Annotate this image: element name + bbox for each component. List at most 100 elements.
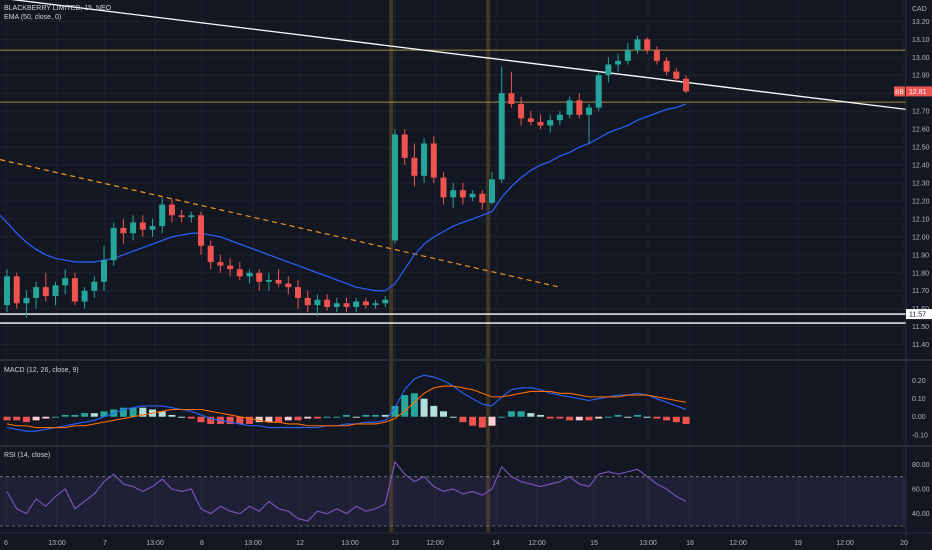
candle-body	[547, 120, 554, 126]
candle-body	[683, 78, 689, 92]
price-tick-label: 12.50	[912, 145, 930, 152]
price-tick-label: 12.70	[912, 109, 930, 116]
macd-histogram-bar	[294, 416, 302, 421]
candle-body	[314, 299, 321, 306]
macd-line	[6, 374, 687, 432]
price-tick-label: 12.60	[912, 127, 930, 134]
macd-histogram-bar	[537, 414, 544, 417]
macd-histogram-bar	[527, 413, 535, 417]
chart-legend[interactable]: BLACKBERRY LIMITED, 15, NEO EMA (50, clo…	[4, 4, 111, 22]
horizontal-levels[interactable]	[0, 49, 906, 324]
macd-histogram-bar	[614, 414, 622, 417]
candle-body	[595, 75, 602, 108]
candle-body	[217, 262, 224, 266]
candle-body	[663, 60, 670, 72]
macd-histogram-bar	[32, 416, 40, 421]
macd-histogram-bar	[595, 416, 603, 419]
macd-histogram-bar	[459, 416, 467, 423]
candle-body	[81, 290, 88, 302]
candle-body	[101, 260, 107, 282]
candle-body	[644, 39, 651, 51]
macd-histogram-bar	[585, 416, 593, 421]
rsi-tick-label: 40.00	[912, 511, 930, 518]
ema-legend[interactable]: EMA (50, close, 0)	[4, 14, 62, 21]
price-tick-label: 12.90	[912, 73, 930, 80]
time-axis[interactable]: 6 13:00 7 13:00 8 13:00 12 13:00 13 12:00 14 12:00 1…	[4, 540, 908, 547]
rsi-band	[0, 476, 906, 526]
candle-body	[624, 50, 631, 61]
macd-histogram-bar	[255, 416, 263, 423]
macd-histogram-bar	[71, 414, 79, 417]
macd-histogram-bar	[178, 416, 186, 418]
candle-body	[130, 222, 137, 234]
candle-body	[62, 278, 69, 286]
rsi-legend[interactable]: RSI (14, close)	[4, 452, 51, 459]
candle-body	[586, 107, 592, 115]
candle-body	[236, 269, 243, 277]
price-tick-label: 12.20	[912, 198, 930, 205]
candle-body	[23, 297, 30, 304]
candle-body	[33, 287, 40, 298]
candle-body	[450, 190, 457, 198]
symbol-badge-text: BB	[895, 89, 904, 96]
candle-body	[188, 215, 195, 218]
macd-histogram-bar	[575, 416, 583, 421]
macd-tick-label: 0.20	[912, 378, 926, 385]
price-tick-label: 13.00	[912, 55, 930, 62]
time-tick-label: 13:00	[639, 540, 657, 547]
macd-histogram-bar	[566, 416, 574, 421]
time-tick-label: 13:00	[146, 540, 164, 547]
macd-histogram-bar	[488, 416, 496, 426]
macd-histogram-bar	[410, 393, 418, 417]
macd-histogram-bar	[265, 416, 273, 423]
candle-body	[343, 303, 350, 307]
macd-histogram-bar	[507, 411, 515, 417]
trendline-solid	[10, 0, 907, 111]
macd-histogram-bar	[323, 416, 331, 418]
price-tags: BB 12.81 11.57	[894, 86, 932, 320]
candle-body	[527, 118, 534, 122]
candle-body	[159, 204, 166, 227]
macd-tick-label: 0.00	[912, 414, 926, 421]
time-tick-label: 12:00	[729, 540, 747, 547]
candle-body	[324, 299, 331, 307]
time-tick-label: 18	[686, 540, 694, 547]
macd-legend[interactable]: MACD (12, 26, close, 9)	[4, 367, 79, 374]
level-price-tag	[906, 309, 932, 320]
candle-body	[459, 190, 466, 198]
macd-histogram-bar	[672, 416, 680, 423]
price-tick-label: 11.80	[912, 270, 929, 277]
time-tick-label: 15	[590, 540, 598, 547]
candle-body	[285, 283, 292, 288]
time-tick-label: 12:00	[426, 540, 444, 547]
trendlines[interactable]	[0, 0, 907, 288]
candle-body	[489, 179, 495, 203]
candle-body	[401, 134, 408, 158]
macd-histogram-bar	[362, 414, 370, 417]
macd-histogram-bar	[643, 416, 651, 418]
time-tick-label: 13:00	[341, 540, 359, 547]
macd-series	[3, 374, 690, 432]
candlestick-series	[4, 35, 689, 318]
macd-histogram-bar	[682, 416, 690, 424]
price-tick-label: 12.30	[912, 180, 930, 187]
candle-body	[615, 60, 622, 65]
price-tick-label: 11.40	[912, 342, 929, 349]
macd-histogram-bar	[207, 416, 215, 424]
candle-body	[178, 215, 185, 218]
macd-histogram-bar	[604, 416, 612, 418]
candle-body	[653, 50, 660, 61]
macd-histogram-bar	[663, 416, 671, 421]
macd-histogram-bar	[430, 405, 438, 417]
time-tick-label: 7	[103, 540, 107, 547]
session-divider	[486, 0, 491, 532]
candle-body	[13, 276, 20, 304]
macd-histogram-bar	[449, 416, 457, 418]
macd-histogram-bar	[343, 414, 350, 417]
candle-body	[71, 278, 78, 302]
macd-histogram-bar	[226, 416, 234, 424]
macd-histogram-bar	[440, 411, 447, 417]
symbol-title[interactable]: BLACKBERRY LIMITED, 15, NEO	[4, 5, 112, 12]
price-tick-label: 12.10	[912, 216, 930, 223]
